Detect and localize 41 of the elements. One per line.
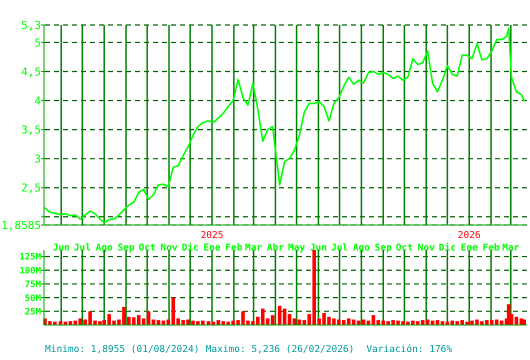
y-tick-label: 25M (24, 307, 42, 318)
x-tick-label: Abr (266, 242, 284, 254)
x-tick-label: Jun (310, 242, 327, 254)
x-tick-label: Dic (182, 242, 199, 254)
x-tick-label: Sep (374, 242, 392, 254)
x-tick-label: Feb (482, 242, 500, 254)
line-series (44, 28, 525, 224)
x-tick-label: Mar (502, 242, 520, 254)
x-tick-label: Jul (330, 242, 348, 254)
y-tick-label: 75M (24, 280, 42, 290)
y-tick-label: 1,8585 (1, 218, 41, 232)
x-tick-label: Ago (352, 242, 370, 254)
x-tick-label: Sep (117, 242, 135, 254)
y-tick-label: 4 (34, 94, 42, 108)
x-tick-label: Nov (160, 242, 178, 254)
x-tick-label: Oct (396, 242, 413, 254)
text: Variación: 176% (366, 344, 452, 355)
text: Maximo: 5,236 (26/02/2026) (206, 344, 354, 355)
x-tick-label: Ago (96, 242, 114, 254)
x-tick-label: Oct (138, 242, 156, 254)
x-tick-label: May (288, 242, 306, 254)
text: 2026 (458, 230, 481, 241)
x-tick-label: Nov (418, 242, 436, 254)
x-tick-label: Feb (225, 242, 243, 254)
y-tick-label: 3,5 (21, 123, 41, 136)
x-tick-label: Jul (74, 242, 92, 254)
x-tick-label: Dic (438, 242, 456, 254)
text: 2025 (200, 230, 224, 241)
y-tick-label: 5,3 (21, 18, 41, 32)
x-tick-label: Mar (245, 242, 262, 254)
y-tick-label: 3 (34, 152, 41, 166)
y-tick-label: 5 (34, 36, 41, 50)
y-tick-label: 125M (19, 252, 42, 263)
x-tick-label: Jun (52, 242, 70, 254)
x-tick-label: Ene (203, 242, 221, 254)
x-tick-label: Ene (460, 242, 478, 254)
y-tick-label: 50M (24, 294, 42, 304)
y-tick-label: 2,5 (21, 182, 41, 195)
text: Minimo: 1,8955 (01/08/2024) (45, 344, 200, 355)
y-tick-label: 100M (19, 266, 42, 276)
y-tick-label: 4,5 (21, 65, 41, 78)
